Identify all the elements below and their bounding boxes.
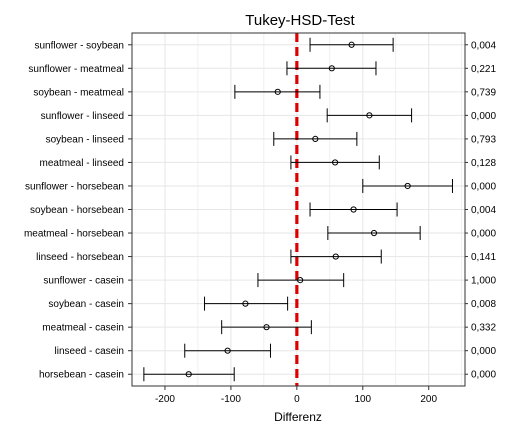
p-value-label: 0,004 — [471, 40, 496, 51]
p-value-label: 0,000 — [471, 181, 496, 192]
row-label: meatmeal - horsebean — [24, 229, 124, 240]
row-label: horsebean - casein — [39, 370, 124, 381]
estimate-point — [263, 324, 270, 331]
p-value-label: 0,000 — [471, 229, 496, 240]
x-axis: -200 -100 0 100 200 — [155, 386, 438, 405]
row-label: sunflower - meatmeal — [28, 64, 124, 75]
estimate-point — [348, 41, 355, 48]
x-tick-label: 100 — [354, 394, 371, 405]
x-tick-label: 0 — [294, 394, 300, 405]
row-labels: sunflower - soybean sunflower - meatmeal s… — [24, 40, 132, 381]
estimate-point — [242, 300, 249, 307]
p-value-label: 0,000 — [471, 111, 496, 122]
p-value-label: 0,008 — [471, 299, 496, 310]
p-value-label: 0,141 — [471, 252, 496, 263]
estimate-point — [185, 371, 192, 378]
row-label: soybean - casein — [48, 299, 124, 310]
estimate-point — [312, 135, 319, 142]
p-value-label: 0,000 — [471, 370, 496, 381]
row-label: sunflower - casein — [43, 276, 124, 287]
x-tick-label: -200 — [155, 394, 175, 405]
p-value-label: 0,221 — [471, 64, 496, 75]
p-value-label: 0,739 — [471, 87, 496, 98]
estimate-point — [328, 65, 335, 72]
p-value-label: 0,000 — [471, 346, 496, 357]
estimate-point — [297, 277, 304, 284]
row-label: sunflower - horsebean — [25, 181, 124, 192]
p-value-label: 0,004 — [471, 205, 496, 216]
estimate-point — [366, 112, 373, 119]
p-value-label: 0,332 — [471, 323, 496, 334]
chart-title: Tukey-HSD-Test — [245, 12, 355, 29]
estimate-point — [370, 229, 378, 237]
p-value-label: 0,793 — [471, 134, 496, 145]
row-label: sunflower - soybean — [35, 40, 125, 51]
x-tick-label: 200 — [420, 394, 437, 405]
p-value-label: 0,128 — [471, 158, 496, 169]
estimate-point — [224, 347, 231, 354]
estimate-point — [332, 253, 339, 260]
grid — [132, 33, 465, 386]
row-label: soybean - horsebean — [30, 205, 124, 216]
p-values: 0,004 0,221 0,739 0,000 0,793 0,128 0,000 0,004… — [465, 40, 496, 381]
estimate-point — [331, 159, 339, 166]
row-label: linseed - casein — [55, 346, 124, 357]
x-tick-label: -100 — [221, 394, 241, 405]
interval-group — [143, 37, 453, 382]
estimate-point — [274, 88, 281, 95]
row-label: linseed - horsebean — [36, 252, 124, 263]
estimate-point — [350, 206, 357, 213]
row-label: meatmeal - linseed — [40, 158, 124, 169]
row-label: soybean - linseed — [46, 134, 124, 145]
x-axis-label: Differenz — [274, 410, 322, 424]
row-label: meatmeal - casein — [42, 323, 124, 334]
row-label: soybean - meatmeal — [33, 87, 124, 98]
estimate-point — [404, 182, 411, 190]
row-label: sunflower - linseed — [41, 111, 124, 122]
p-value-label: 1,000 — [471, 276, 496, 287]
